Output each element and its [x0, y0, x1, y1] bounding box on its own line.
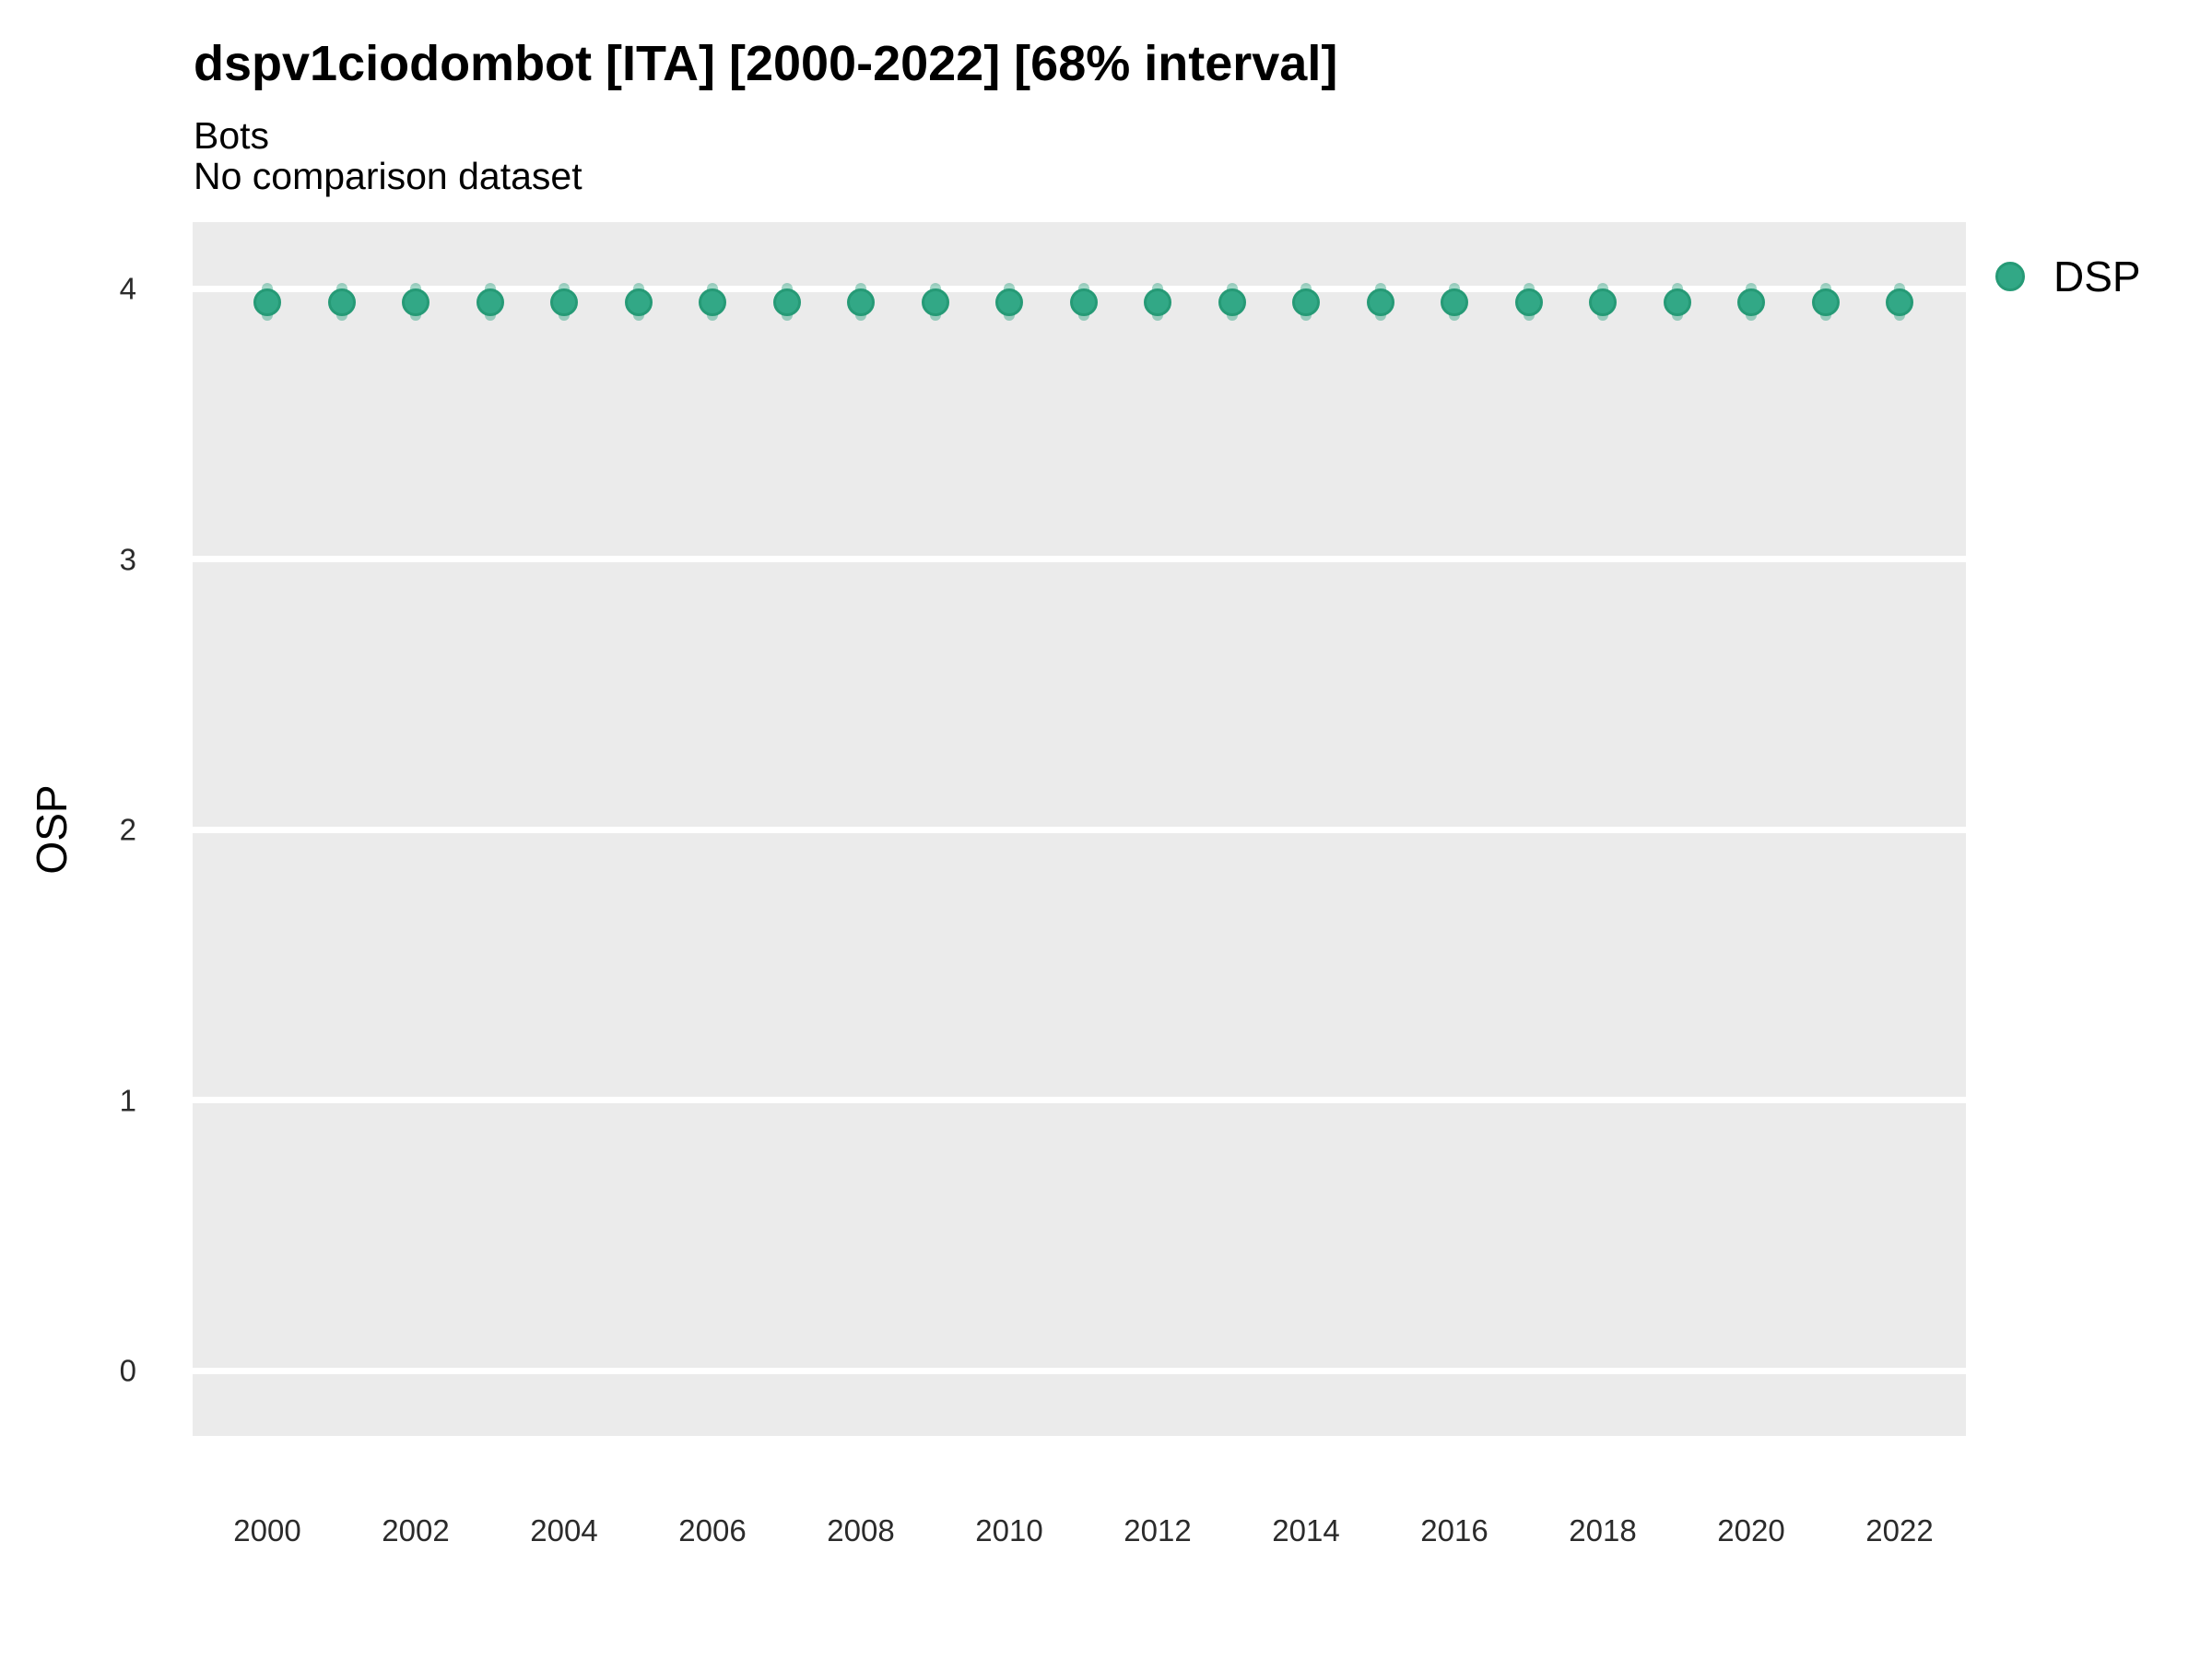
y-tick-label-4: 4 — [119, 271, 136, 306]
data-point-2022 — [1886, 288, 1913, 316]
chart-title: dspv1ciodombot [ITA] [2000-2022] [68% in… — [194, 36, 1338, 91]
gridline-y-1 — [193, 1097, 1966, 1103]
x-tick-label-2016: 2016 — [1420, 1513, 1488, 1547]
data-point-2001 — [327, 288, 356, 316]
x-tick-label-2006: 2006 — [678, 1513, 747, 1547]
chart-subtitle: Bots — [194, 114, 270, 157]
data-point-2013 — [1218, 288, 1246, 316]
x-tick-label-2010: 2010 — [975, 1513, 1043, 1547]
y-tick-label-3: 3 — [119, 542, 136, 576]
x-tick-label-2008: 2008 — [827, 1513, 895, 1547]
x-tick-label-2004: 2004 — [530, 1513, 598, 1547]
data-point-2020 — [1737, 288, 1765, 316]
x-tick-label-2022: 2022 — [1865, 1513, 1934, 1547]
x-tick-label-2018: 2018 — [1569, 1513, 1637, 1547]
data-point-2005 — [624, 288, 653, 316]
x-tick-label-2002: 2002 — [382, 1513, 450, 1547]
data-point-2009 — [921, 288, 949, 316]
x-tick-label-2012: 2012 — [1124, 1513, 1192, 1547]
data-point-2003 — [476, 288, 504, 316]
y-tick-label-0: 0 — [119, 1353, 136, 1388]
data-point-2015 — [1366, 288, 1394, 316]
chart-comparison-note: No comparison dataset — [194, 155, 582, 197]
data-point-2012 — [1144, 288, 1171, 316]
data-point-2014 — [1292, 288, 1320, 316]
data-point-2010 — [995, 288, 1023, 316]
data-point-2008 — [847, 288, 875, 316]
data-point-2017 — [1514, 288, 1543, 316]
data-point-2002 — [402, 288, 429, 316]
x-tick-label-2020: 2020 — [1717, 1513, 1785, 1547]
data-point-2019 — [1663, 288, 1691, 316]
x-tick-label-2014: 2014 — [1272, 1513, 1340, 1547]
data-point-2021 — [1811, 288, 1840, 316]
data-point-2018 — [1589, 288, 1617, 316]
y-tick-label-2: 2 — [119, 812, 136, 847]
data-point-2000 — [253, 288, 281, 316]
legend-label-dsp: DSP — [2053, 253, 2141, 300]
data-point-2016 — [1441, 288, 1468, 316]
data-point-2006 — [699, 288, 726, 316]
gridline-y-3 — [193, 556, 1966, 562]
gridline-y-2 — [193, 826, 1966, 833]
gridline-y-0 — [193, 1367, 1966, 1374]
data-point-2004 — [550, 288, 578, 316]
data-point-2011 — [1069, 288, 1098, 316]
data-point-2007 — [772, 288, 801, 316]
plot-panel — [193, 222, 1966, 1436]
y-tick-label-1: 1 — [119, 1083, 136, 1117]
legend-key-dot-icon — [1995, 262, 2025, 291]
x-tick-label-2000: 2000 — [233, 1513, 301, 1547]
